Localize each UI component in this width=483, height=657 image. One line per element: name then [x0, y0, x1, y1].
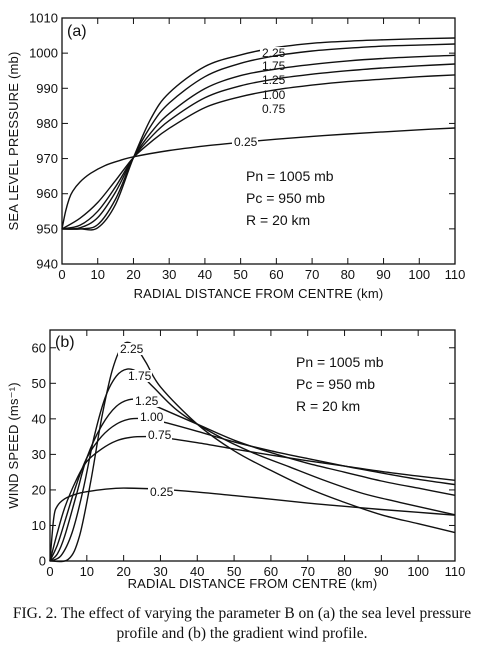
series-line-1-25	[49, 398, 456, 562]
series-line-2-25	[61, 37, 456, 231]
figure-caption: FIG. 2. The effect of varying the parame…	[8, 604, 476, 644]
x-tick-label: 20	[116, 564, 130, 579]
y-tick-label: 0	[39, 554, 46, 569]
x-tick-label: 40	[190, 564, 204, 579]
series-label-0-75: 0.75	[148, 428, 172, 442]
x-tick-label: 50	[233, 267, 247, 282]
x-tick-label: 60	[264, 564, 278, 579]
series-line-1-25	[61, 54, 456, 230]
x-tick-label: 80	[341, 267, 355, 282]
series-label-1-75: 1.75	[262, 59, 286, 73]
x-tick-label: 70	[305, 267, 319, 282]
series-label-backing	[260, 103, 286, 115]
y-axis-label: SEA LEVEL PRESSURE (mb)	[6, 52, 21, 231]
figure: 0 10 20 30 40 50 60 70 80 90 100 110940950960970980…	[6, 11, 466, 592]
series-line-1-00	[49, 417, 456, 562]
y-tick-label: 60	[32, 340, 46, 355]
x-tick-label: 90	[376, 267, 390, 282]
x-tick-label: 0	[58, 267, 65, 282]
series-label-backing	[148, 486, 174, 498]
series-label-backing	[133, 395, 159, 407]
x-axis-label: RADIAL DISTANCE FROM CENTRE (km)	[128, 576, 378, 591]
parameter-annotation: R = 20 km	[246, 212, 310, 228]
x-tick-label: 30	[153, 564, 167, 579]
plot-frame	[49, 329, 456, 562]
series-label-1-75: 1.75	[128, 369, 152, 383]
y-tick-label: 10	[32, 518, 46, 533]
caption-text: The effect of varying the parameter B on…	[60, 605, 472, 642]
parameter-annotation: Pc = 950 mb	[296, 376, 375, 392]
parameter-annotation: Pc = 950 mb	[246, 190, 325, 206]
plot-frame	[61, 17, 456, 265]
series-line-1-75	[49, 368, 456, 562]
series-label-1-00: 1.00	[140, 410, 164, 424]
y-tick-label: 940	[36, 257, 58, 272]
x-tick-label: 100	[407, 564, 429, 579]
series-label-backing	[138, 411, 164, 423]
x-tick-label: 10	[90, 267, 104, 282]
series-line-1-75	[61, 43, 456, 230]
series-label-2-25: 2.25	[120, 342, 144, 356]
series-label-0-75: 0.75	[262, 102, 286, 116]
series-line-0-25	[61, 127, 456, 230]
series-label-backing	[232, 136, 258, 148]
panel-label: (b)	[55, 334, 75, 351]
series-label-0-25: 0.25	[150, 485, 174, 499]
y-tick-label: 950	[36, 221, 58, 236]
y-tick-label: 1000	[29, 46, 58, 61]
y-tick-label: 20	[32, 482, 46, 497]
x-tick-label: 80	[337, 564, 351, 579]
chart-panel-b: 0 10 20 30 40 50 60 70 80 90 100 1100102030405060RA…	[6, 329, 466, 591]
y-axis-label: WIND SPEED (ms⁻¹)	[6, 382, 21, 509]
x-tick-label: 10	[80, 564, 94, 579]
series-label-backing	[126, 370, 152, 382]
chart-panel-a: 0 10 20 30 40 50 60 70 80 90 100 110 940 950 960 970 980…	[6, 11, 465, 302]
x-tick-label: 70	[300, 564, 314, 579]
y-tick-label: 990	[36, 81, 58, 96]
series-line-0-75	[61, 74, 456, 230]
figure-label: FIG. 2.	[12, 605, 58, 622]
x-tick-label: 60	[269, 267, 283, 282]
x-tick-label: 90	[374, 564, 388, 579]
y-tick-label: 980	[36, 116, 58, 131]
y-tick-label: 960	[36, 186, 58, 201]
series-label-backing	[118, 343, 144, 355]
series-line-0-75	[49, 435, 456, 562]
x-axis-label: RADIAL DISTANCE FROM CENTRE (km)	[134, 286, 384, 301]
series-line-1-00	[61, 63, 456, 230]
series-label-1-25: 1.25	[135, 394, 159, 408]
y-tick-label: 970	[36, 151, 58, 166]
x-tick-label: 20	[126, 267, 140, 282]
y-tick-label: 30	[32, 447, 46, 462]
y-tick-label: 50	[32, 376, 46, 391]
x-tick-label: 50	[227, 564, 241, 579]
parameter-annotation: R = 20 km	[296, 398, 360, 414]
parameter-annotation: Pn = 1005 mb	[246, 168, 334, 184]
parameter-annotation: Pn = 1005 mb	[296, 354, 384, 370]
panel-label: (a)	[67, 23, 87, 40]
series-label-backing	[260, 47, 286, 59]
series-line-0-25	[49, 487, 456, 562]
x-tick-label: 40	[198, 267, 212, 282]
x-tick-label: 100	[408, 267, 430, 282]
x-tick-label: 110	[445, 267, 466, 282]
y-tick-label: 1010	[29, 11, 58, 26]
x-tick-label: 0	[46, 564, 53, 579]
series-label-0-25: 0.25	[234, 135, 258, 149]
series-label-1-25: 1.25	[262, 73, 286, 87]
x-tick-label: 110	[445, 564, 466, 579]
x-tick-label: 30	[162, 267, 176, 282]
series-label-backing	[146, 429, 172, 441]
y-tick-label: 40	[32, 411, 46, 426]
